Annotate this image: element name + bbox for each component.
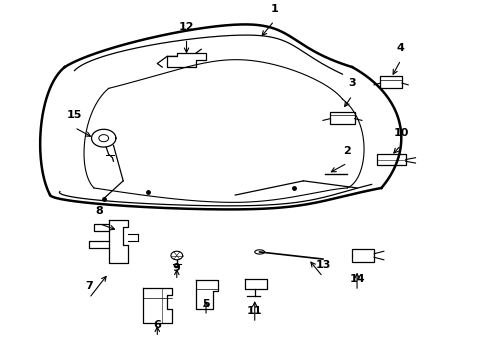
Text: 6: 6 xyxy=(153,320,161,330)
Text: 12: 12 xyxy=(179,22,194,32)
FancyBboxPatch shape xyxy=(376,154,406,165)
Text: 13: 13 xyxy=(315,260,331,270)
Text: 1: 1 xyxy=(270,4,278,14)
Text: 8: 8 xyxy=(95,206,103,216)
Text: 10: 10 xyxy=(393,128,409,138)
Text: 3: 3 xyxy=(348,78,356,89)
Text: 7: 7 xyxy=(85,281,93,291)
FancyBboxPatch shape xyxy=(330,112,355,124)
Text: 2: 2 xyxy=(343,146,351,156)
FancyBboxPatch shape xyxy=(352,249,374,262)
FancyBboxPatch shape xyxy=(380,76,402,88)
Text: 5: 5 xyxy=(202,299,210,309)
Text: 9: 9 xyxy=(173,263,181,273)
Text: 11: 11 xyxy=(247,306,263,316)
Text: 14: 14 xyxy=(349,274,365,284)
Text: 4: 4 xyxy=(397,43,405,53)
Text: 15: 15 xyxy=(67,111,82,120)
